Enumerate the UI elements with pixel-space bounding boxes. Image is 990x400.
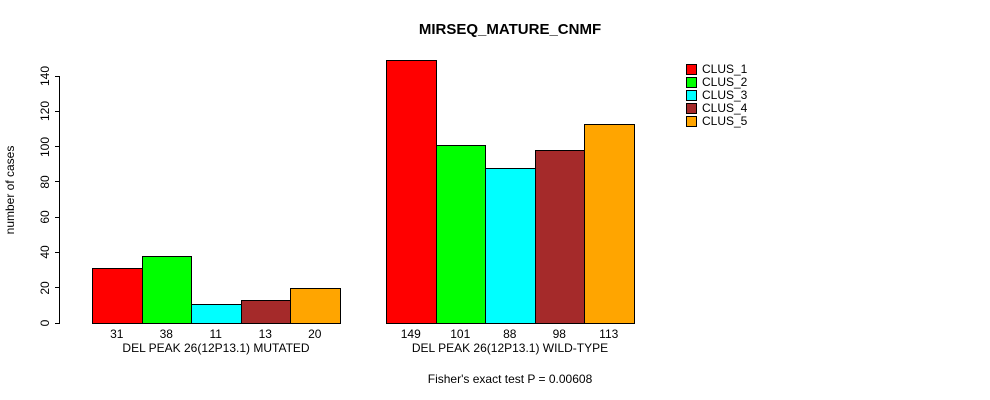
y-tick: [55, 287, 60, 289]
legend-swatch-clus_1: [686, 64, 697, 75]
y-tick-label: 60: [38, 210, 52, 224]
y-tick-label: 120: [38, 101, 52, 122]
bar-value-label: 38: [159, 327, 173, 341]
bar-value-label: 88: [503, 327, 517, 341]
group-label-mutated: DEL PEAK 26(12P13.1) MUTATED: [122, 341, 310, 355]
y-tick-label: 80: [38, 175, 52, 189]
bar-value-label: 113: [599, 327, 619, 341]
bar-value-label: 20: [308, 327, 322, 341]
bar-clus_3: [485, 167, 536, 324]
y-tick-label: 40: [38, 245, 52, 260]
bar-clus_2: [435, 144, 486, 324]
bar-value-label: 101: [450, 327, 471, 341]
legend-label-clus_1: CLUS_1: [702, 62, 748, 76]
bar-value-label: 98: [552, 327, 566, 341]
y-tick-label: 0: [38, 319, 52, 327]
y-axis-line: [59, 76, 60, 324]
bar-value-label: 13: [258, 327, 272, 341]
y-tick: [55, 181, 60, 183]
bar-value-label: 31: [110, 327, 124, 341]
legend-swatch-clus_3: [686, 90, 697, 101]
bar-clus_1: [386, 60, 437, 324]
bar-clus_5: [584, 123, 635, 324]
bar-clus_3: [191, 303, 242, 324]
bar-clus_5: [290, 287, 341, 324]
bar-clus_4: [240, 300, 291, 324]
legend-swatch-clus_2: [686, 77, 697, 88]
y-tick-label: 20: [38, 281, 52, 295]
bar-value-label: 11: [209, 327, 222, 341]
y-tick: [55, 110, 60, 112]
footer-annotation: Fisher's exact test P = 0.00608: [427, 372, 593, 386]
y-tick: [55, 322, 60, 324]
group-label-wildtype: DEL PEAK 26(12P13.1) WILD-TYPE: [411, 341, 609, 355]
y-axis-label: number of cases: [3, 145, 17, 235]
legend-swatch-clus_4: [686, 103, 697, 114]
bar-clus_1: [92, 268, 143, 324]
bar-clus_4: [534, 150, 585, 324]
legend-label-clus_2: CLUS_2: [702, 75, 748, 89]
legend-label-clus_5: CLUS_5: [702, 114, 748, 128]
bar-value-label: 149: [400, 327, 421, 341]
y-tick-label: 100: [38, 136, 52, 157]
y-tick: [55, 216, 60, 218]
y-tick: [55, 146, 60, 148]
y-tick-label: 140: [38, 65, 52, 87]
y-tick: [55, 251, 60, 253]
legend-swatch-clus_5: [686, 116, 697, 127]
legend-label-clus_4: CLUS_4: [702, 101, 748, 115]
chart-title: MIRSEQ_MATURE_CNMF: [418, 21, 602, 38]
bar-clus_2: [141, 255, 192, 324]
y-tick: [55, 75, 60, 77]
legend-label-clus_3: CLUS_3: [702, 88, 748, 102]
